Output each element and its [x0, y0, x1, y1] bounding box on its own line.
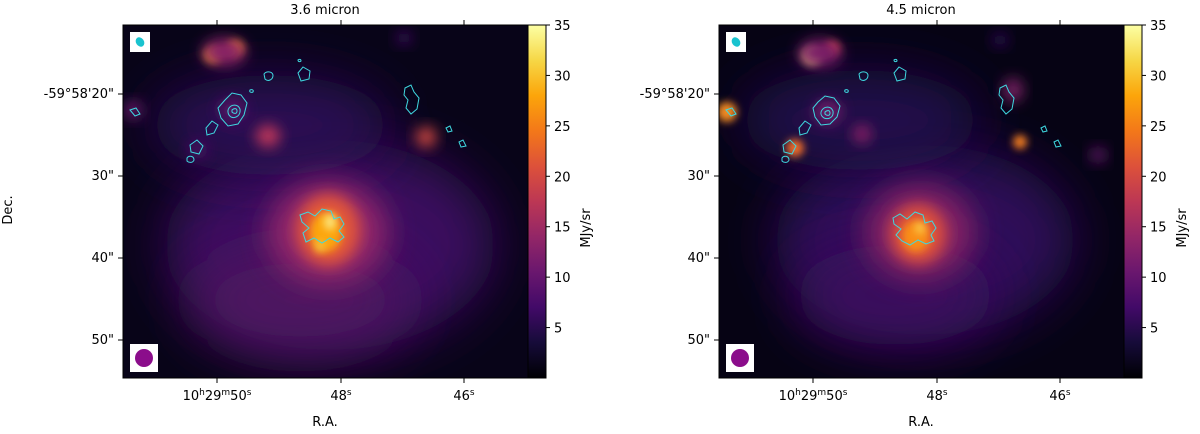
x-axis: 10h29m50s 48s 46s R.A.	[779, 20, 1071, 430]
source-central-peak	[324, 214, 336, 230]
y-tick-label: 40"	[91, 251, 114, 266]
colorbar-label: MJy/sr	[1175, 208, 1190, 248]
y-tick-label: -59°58'20"	[640, 87, 710, 102]
source-central-peak	[915, 222, 925, 234]
x-tick-label: 10h29m50s	[779, 388, 848, 404]
contours	[129, 58, 467, 244]
panel-4p5-micron: 4.5 micron	[640, 3, 1190, 430]
colorbar-tick-label: 20	[554, 170, 571, 185]
colorbar-tick-label: 5	[1150, 322, 1158, 337]
colorbar-tick-label: 10	[554, 271, 571, 286]
x-tick-label: 46s	[453, 388, 475, 404]
source-e-blob	[256, 125, 280, 147]
intensity-image	[123, 25, 528, 378]
beam-markers	[130, 32, 158, 372]
panel-3p6-micron: 3.6 micron	[1, 3, 594, 430]
x-tick-label: 46s	[1049, 388, 1071, 404]
x-tick-label: 48s	[330, 388, 352, 404]
x-tick-label: 10h29m50s	[183, 388, 252, 404]
source-w-blob	[1013, 135, 1027, 149]
small-beam-icon	[135, 37, 145, 47]
colorbar-tick-label: 35	[554, 19, 571, 34]
colorbar: 5 10 15 20 25 30 35 MJy/sr	[1123, 19, 1190, 379]
source-chain-2	[814, 100, 842, 124]
colorbar-ticks: 5 10 15 20 25 30 35	[546, 19, 571, 337]
y-axis: -59°58'20" 30" 40" 50"	[640, 87, 719, 348]
colorbar-tick-label: 25	[554, 120, 571, 135]
large-beam-icon	[135, 349, 153, 367]
colorbar: 5 10 15 20 25 30 35 MJy/sr	[527, 19, 594, 379]
source-w-blob	[416, 127, 436, 147]
source-e-blob	[853, 125, 871, 143]
beam-markers	[726, 32, 754, 372]
source-far-w	[1090, 147, 1106, 163]
source-e-edge	[719, 102, 737, 122]
diffuse-nebula-north	[740, 70, 980, 170]
colorbar-tick-label: 10	[1150, 271, 1167, 286]
colorbar-ticks: 5 10 15 20 25 30 35	[1142, 19, 1167, 337]
x-axis-label: R.A.	[908, 415, 934, 430]
y-axis-label: Dec.	[1, 195, 16, 224]
y-tick-label: 50"	[91, 333, 114, 348]
colorbar-tick-label: 15	[554, 221, 571, 236]
panel-title: 3.6 micron	[290, 3, 359, 18]
y-tick-label: 30"	[91, 169, 114, 184]
small-beam-icon	[731, 37, 741, 47]
contours	[725, 58, 1062, 246]
y-tick-label: -59°58'20"	[44, 87, 114, 102]
intensity-image	[719, 25, 1124, 378]
y-tick-label: 50"	[687, 333, 710, 348]
colorbar-tick-label: 5	[554, 322, 562, 337]
colorbar-tick-label: 25	[1150, 120, 1167, 135]
colorbar-tick-label: 30	[1150, 69, 1167, 84]
x-tick-label: 48s	[926, 388, 948, 404]
source-ne-glow	[798, 39, 842, 67]
source-top-right	[992, 33, 1008, 47]
colorbar-tick-label: 20	[1150, 170, 1167, 185]
panel-title: 4.5 micron	[886, 3, 955, 18]
colorbar-tick-label: 35	[1150, 19, 1167, 34]
source-w-upper	[1003, 78, 1023, 102]
large-beam-icon	[731, 349, 749, 367]
colorbar-tick-label: 15	[1150, 221, 1167, 236]
x-axis-label: R.A.	[312, 415, 338, 430]
colorbar-label: MJy/sr	[579, 208, 594, 248]
source-top-right	[396, 31, 412, 45]
source-edge-left	[124, 101, 142, 119]
x-axis: 10h29m50s 48s 46s R.A.	[183, 20, 475, 430]
colorbar-tick-label: 30	[554, 69, 571, 84]
diffuse-nebula-north	[150, 75, 390, 175]
y-tick-label: 40"	[687, 251, 710, 266]
y-tick-label: 30"	[687, 169, 710, 184]
y-axis: -59°58'20" 30" 40" 50" Dec.	[1, 87, 123, 348]
source-ne-glow	[202, 38, 246, 66]
